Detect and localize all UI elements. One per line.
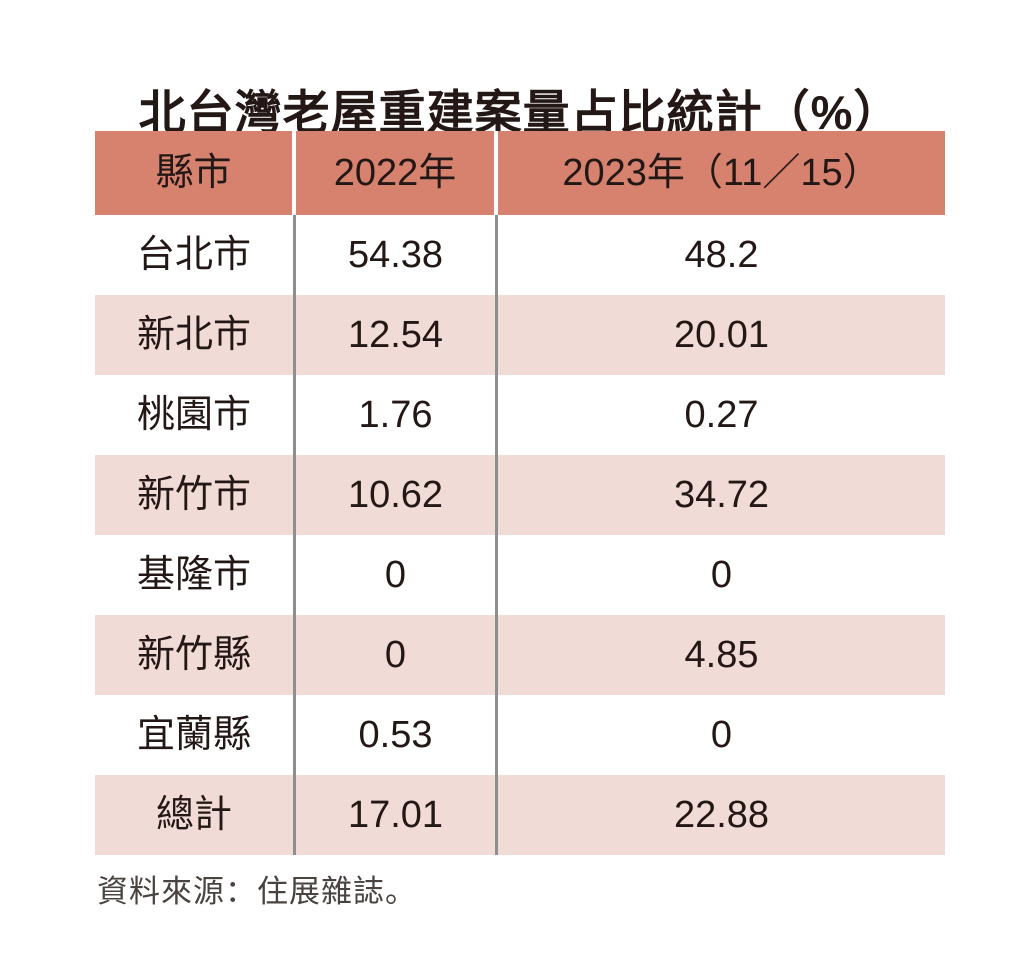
data-table: 縣市 2022年 2023年（11／15） 台北市 54.38 48.2 新北市… [95,131,945,855]
cell-city: 桃園市 [95,375,296,455]
table-row: 新竹市 10.62 34.72 [95,455,945,535]
table-header-row: 縣市 2022年 2023年（11／15） [95,131,945,215]
cell-2023-value: 0 [710,554,733,596]
table-row: 宜蘭縣 0.53 0 [95,695,945,775]
cell-city: 新竹市 [95,455,296,535]
table-row: 新北市 12.54 20.01 [95,295,945,375]
table-row-total: 總計 17.01 22.88 [95,775,945,855]
cell-city: 總計 [95,775,296,855]
cell-2022-value: 0 [296,615,498,695]
table-row: 桃園市 1.76 0.27 [95,375,945,455]
cell-2022-value: 1.76 [296,375,498,455]
cell-2022-value: 0 [296,535,498,615]
cell-city: 基隆市 [95,535,296,615]
page-title: 北台灣老屋重建案量占比統計（%） [138,86,902,139]
column-header-2023: 2023年（11／15） [498,131,945,215]
cell-2022-value: 54.38 [296,215,498,295]
table-row: 新竹縣 0 4.85 [95,615,945,695]
column-header-2022: 2022年 [296,131,498,215]
data-source-note: 資料來源：住展雜誌。 [97,874,417,909]
cell-2022-value: 12.54 [296,295,498,375]
column-header-city: 縣市 [95,131,296,215]
table-row: 基隆市 0 0 [95,535,945,615]
cell-2022-value: 10.62 [296,455,498,535]
cell-2023-value: 48.2 [684,234,759,276]
cell-2023-value: 22.88 [673,794,770,836]
cell-city: 新北市 [95,295,296,375]
cell-2022-value: 17.01 [296,775,498,855]
cell-2023-value: 4.85 [684,634,759,676]
cell-2023-value: 20.01 [673,314,770,356]
cell-2022-value: 0.53 [296,695,498,775]
cell-2023-value: 34.72 [673,474,770,516]
table-row: 台北市 54.38 48.2 [95,215,945,295]
cell-city: 台北市 [95,215,296,295]
cell-2023-value: 0 [710,714,733,756]
cell-city: 新竹縣 [95,615,296,695]
cell-2023-value: 0.27 [684,394,759,436]
cell-city: 宜蘭縣 [95,695,296,775]
